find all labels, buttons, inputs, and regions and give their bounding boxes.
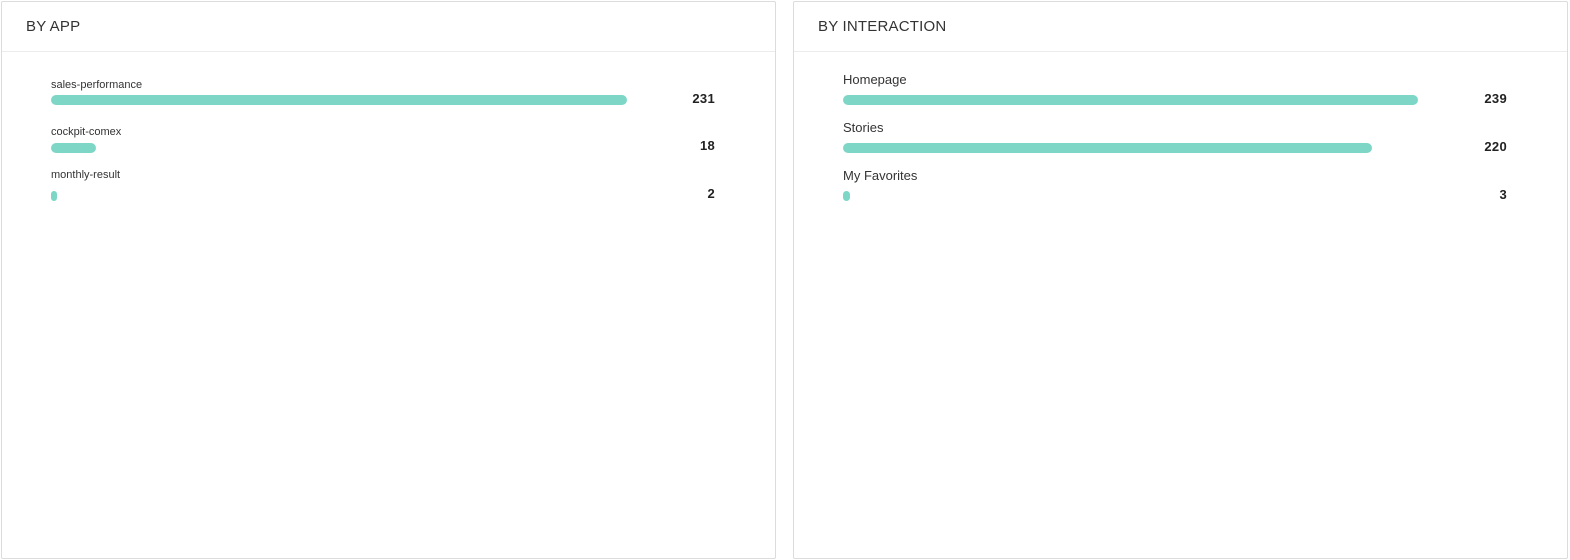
bar-track — [843, 191, 1418, 201]
bar-row-cockpit-comex[interactable]: cockpit-comex 18 — [2, 126, 775, 166]
bar-label: monthly-result — [51, 169, 121, 181]
by-interaction-chart: Homepage 239 Stories 220 My Favorites 3 — [794, 52, 1567, 558]
bar-row-stories[interactable]: Stories 220 — [794, 120, 1567, 160]
bar-track — [843, 143, 1418, 153]
by-app-title: BY APP — [26, 18, 81, 35]
bar-label: cockpit-comex — [51, 126, 122, 138]
bar-value: 3 — [1499, 187, 1507, 202]
bar-track — [51, 95, 627, 105]
bar-label: Homepage — [843, 72, 907, 87]
bar-value: 239 — [1484, 91, 1507, 106]
bar-homepage — [843, 95, 1418, 105]
bar-row-my-favorites[interactable]: My Favorites 3 — [794, 168, 1567, 208]
bar-row-sales-performance[interactable]: sales-performance 231 — [2, 79, 775, 119]
bar-value: 18 — [699, 138, 715, 153]
bar-cockpit-comex — [51, 143, 96, 153]
by-interaction-panel: BY INTERACTION Homepage 239 Stories 220 … — [793, 1, 1568, 559]
by-app-panel: BY APP sales-performance 231 cockpit-com… — [1, 1, 776, 559]
bar-row-homepage[interactable]: Homepage 239 — [794, 72, 1567, 112]
bar-label: My Favorites — [843, 168, 918, 183]
bar-sales-performance — [51, 95, 627, 105]
bar-track — [843, 95, 1418, 105]
bar-value: 220 — [1484, 139, 1507, 154]
by-app-chart: sales-performance 231 cockpit-comex 18 m… — [2, 52, 775, 558]
bar-my-favorites — [843, 191, 851, 201]
bar-stories — [843, 143, 1373, 153]
by-interaction-title: BY INTERACTION — [818, 18, 947, 35]
by-interaction-header: BY INTERACTION — [794, 2, 1567, 52]
bar-track — [51, 191, 627, 201]
bar-monthly-result — [51, 191, 57, 201]
bar-value: 2 — [707, 186, 715, 201]
bar-row-monthly-result[interactable]: monthly-result 2 — [2, 169, 775, 209]
bar-track — [51, 143, 627, 153]
bar-value: 231 — [692, 91, 715, 106]
bar-label: Stories — [843, 120, 884, 135]
by-app-header: BY APP — [2, 2, 775, 52]
bar-label: sales-performance — [51, 79, 143, 91]
